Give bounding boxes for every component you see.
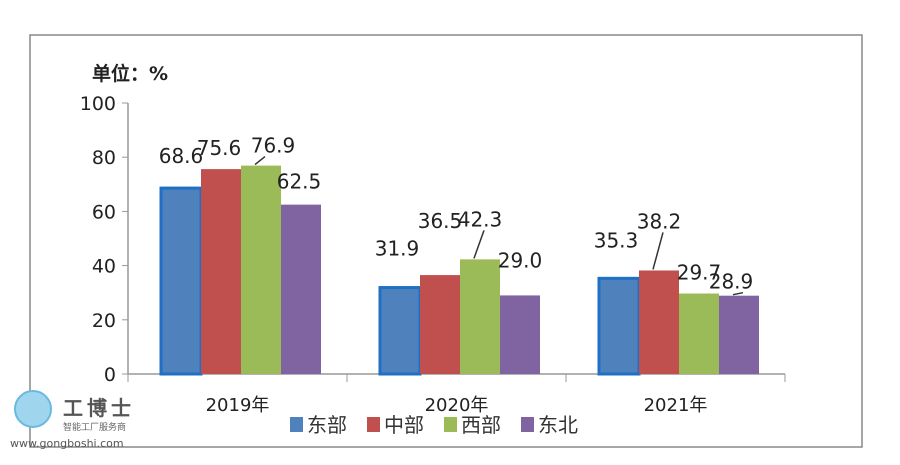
- data-label: 36.5: [418, 209, 463, 233]
- data-label: 29.7: [677, 261, 722, 285]
- legend-swatch: [290, 417, 303, 432]
- data-label: 38.2: [637, 209, 682, 233]
- mascot-icon: [14, 390, 52, 428]
- x-tick-label: 2019年: [206, 395, 270, 416]
- watermark-tagline: 智能工厂服务商: [63, 423, 127, 433]
- data-label: 68.6: [159, 144, 204, 168]
- bar-东部-2020年: [378, 286, 422, 376]
- y-tick-label: 100: [80, 93, 116, 115]
- y-tick-label: 40: [92, 256, 116, 278]
- legend-swatch: [444, 417, 457, 432]
- leader-line: [732, 291, 744, 296]
- data-label: 42.3: [458, 207, 503, 231]
- chart-frame: [29, 34, 863, 448]
- bar-东北-2019年: [281, 204, 321, 374]
- y-tick-label: 20: [92, 310, 116, 332]
- legend-swatch: [367, 417, 380, 432]
- data-label: 76.9: [251, 134, 296, 158]
- leader-line: [473, 230, 485, 259]
- bar-东部-2019年: [159, 186, 203, 376]
- legend-label: 西部: [461, 413, 501, 437]
- data-label: 75.6: [197, 136, 242, 160]
- bar-中部-2021年: [639, 270, 679, 374]
- data-label: 62.5: [277, 170, 322, 194]
- bar-西部-2020年: [460, 259, 500, 374]
- legend-swatch: [521, 417, 534, 432]
- data-label: 28.9: [709, 270, 754, 294]
- leader-line: [254, 156, 266, 166]
- bar-东北-2021年: [719, 295, 759, 374]
- bar-西部-2021年: [679, 293, 719, 374]
- y-tick-label: 80: [92, 147, 116, 169]
- x-tick-label: 2021年: [644, 395, 708, 416]
- watermark-logo: 工博士 智能工厂服务商 www.gongboshi.com: [8, 382, 138, 457]
- watermark-brand: 工博士: [63, 396, 135, 420]
- leader-line: [652, 232, 664, 270]
- legend-label: 中部: [384, 413, 424, 437]
- x-tick-label: 2020年: [425, 395, 489, 416]
- bar-东北-2020年: [500, 295, 540, 374]
- bar-中部-2020年: [420, 275, 460, 374]
- unit-label: 单位：%: [92, 62, 168, 85]
- y-tick-label: 0: [104, 364, 116, 386]
- legend-label: 东部: [307, 413, 347, 437]
- bar-东部-2021年: [597, 276, 641, 376]
- data-label: 31.9: [375, 237, 420, 261]
- y-tick-label: 60: [92, 201, 116, 223]
- legend-label: 东北: [538, 413, 578, 437]
- bar-西部-2019年: [241, 165, 281, 374]
- watermark-url: www.gongboshi.com: [10, 437, 124, 450]
- bar-中部-2019年: [201, 169, 241, 374]
- data-label: 29.0: [498, 248, 543, 272]
- data-label: 35.3: [594, 228, 639, 252]
